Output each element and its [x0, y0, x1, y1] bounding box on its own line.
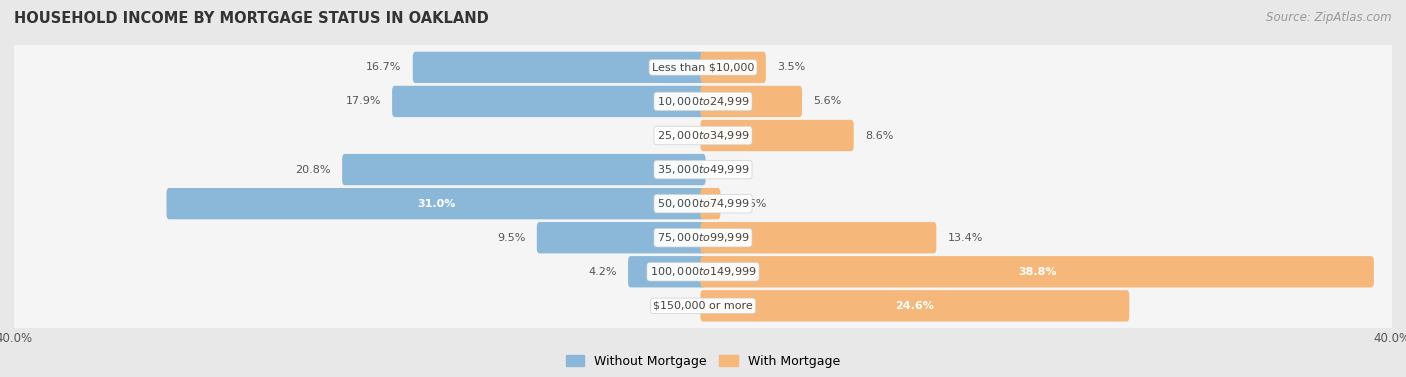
- Text: $35,000 to $49,999: $35,000 to $49,999: [657, 163, 749, 176]
- Text: 3.5%: 3.5%: [778, 62, 806, 72]
- FancyBboxPatch shape: [700, 290, 1129, 322]
- Text: $75,000 to $99,999: $75,000 to $99,999: [657, 231, 749, 244]
- Text: $10,000 to $24,999: $10,000 to $24,999: [657, 95, 749, 108]
- FancyBboxPatch shape: [8, 213, 1398, 263]
- FancyBboxPatch shape: [6, 280, 1400, 332]
- FancyBboxPatch shape: [700, 188, 720, 219]
- Text: 9.5%: 9.5%: [498, 233, 526, 243]
- Text: $50,000 to $74,999: $50,000 to $74,999: [657, 197, 749, 210]
- FancyBboxPatch shape: [6, 42, 1400, 93]
- Text: 0.0%: 0.0%: [661, 130, 689, 141]
- FancyBboxPatch shape: [342, 154, 706, 185]
- Text: $25,000 to $34,999: $25,000 to $34,999: [657, 129, 749, 142]
- Text: 24.6%: 24.6%: [896, 301, 934, 311]
- FancyBboxPatch shape: [700, 86, 801, 117]
- FancyBboxPatch shape: [8, 178, 1398, 229]
- FancyBboxPatch shape: [537, 222, 706, 253]
- Text: $150,000 or more: $150,000 or more: [654, 301, 752, 311]
- FancyBboxPatch shape: [8, 247, 1398, 297]
- Text: 31.0%: 31.0%: [416, 199, 456, 208]
- FancyBboxPatch shape: [8, 280, 1398, 331]
- FancyBboxPatch shape: [413, 52, 706, 83]
- Text: HOUSEHOLD INCOME BY MORTGAGE STATUS IN OAKLAND: HOUSEHOLD INCOME BY MORTGAGE STATUS IN O…: [14, 11, 489, 26]
- FancyBboxPatch shape: [628, 256, 706, 287]
- FancyBboxPatch shape: [392, 86, 706, 117]
- FancyBboxPatch shape: [6, 144, 1400, 196]
- FancyBboxPatch shape: [6, 212, 1400, 264]
- Text: 20.8%: 20.8%: [295, 165, 330, 175]
- Text: 38.8%: 38.8%: [1018, 267, 1056, 277]
- FancyBboxPatch shape: [700, 256, 1374, 287]
- FancyBboxPatch shape: [166, 188, 706, 219]
- FancyBboxPatch shape: [8, 76, 1398, 127]
- FancyBboxPatch shape: [8, 144, 1398, 195]
- Text: 4.2%: 4.2%: [588, 267, 617, 277]
- FancyBboxPatch shape: [6, 246, 1400, 298]
- FancyBboxPatch shape: [8, 42, 1398, 93]
- Text: 17.9%: 17.9%: [346, 97, 381, 106]
- Text: Source: ZipAtlas.com: Source: ZipAtlas.com: [1267, 11, 1392, 24]
- FancyBboxPatch shape: [8, 110, 1398, 161]
- Text: Less than $10,000: Less than $10,000: [652, 62, 754, 72]
- FancyBboxPatch shape: [6, 76, 1400, 128]
- Text: 0.0%: 0.0%: [717, 165, 745, 175]
- FancyBboxPatch shape: [700, 52, 766, 83]
- Text: 8.6%: 8.6%: [865, 130, 893, 141]
- Text: 0.86%: 0.86%: [731, 199, 766, 208]
- Text: 5.6%: 5.6%: [813, 97, 841, 106]
- FancyBboxPatch shape: [6, 178, 1400, 230]
- Text: 16.7%: 16.7%: [366, 62, 402, 72]
- Text: $100,000 to $149,999: $100,000 to $149,999: [650, 265, 756, 278]
- FancyBboxPatch shape: [700, 222, 936, 253]
- Text: 13.4%: 13.4%: [948, 233, 983, 243]
- FancyBboxPatch shape: [6, 110, 1400, 162]
- Legend: Without Mortgage, With Mortgage: Without Mortgage, With Mortgage: [561, 349, 845, 372]
- Text: 0.0%: 0.0%: [661, 301, 689, 311]
- FancyBboxPatch shape: [700, 120, 853, 151]
